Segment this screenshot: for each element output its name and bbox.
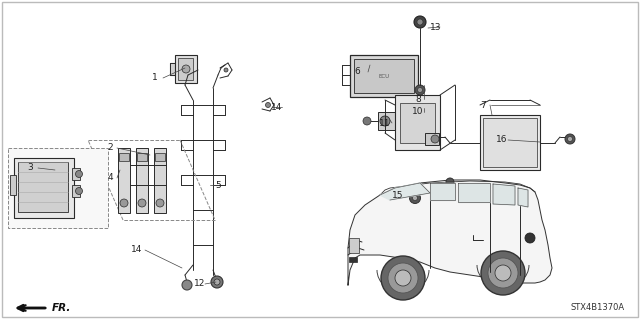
- Circle shape: [495, 265, 511, 281]
- Circle shape: [446, 178, 454, 186]
- Circle shape: [224, 68, 228, 72]
- Bar: [350, 55, 418, 97]
- Text: 4: 4: [107, 174, 113, 182]
- Bar: [154, 148, 166, 213]
- Bar: [178, 58, 193, 80]
- Bar: [395, 95, 440, 150]
- Circle shape: [211, 276, 223, 288]
- Bar: [425, 133, 439, 145]
- Text: 1: 1: [152, 73, 158, 83]
- Circle shape: [413, 196, 417, 201]
- Circle shape: [76, 170, 83, 177]
- Text: 14: 14: [271, 102, 283, 112]
- Bar: [118, 148, 130, 213]
- Bar: [175, 55, 197, 83]
- FancyArrowPatch shape: [20, 305, 45, 311]
- Bar: [349, 238, 359, 253]
- Circle shape: [525, 233, 535, 243]
- Bar: [137, 153, 147, 161]
- Bar: [72, 185, 80, 197]
- Circle shape: [417, 19, 423, 25]
- Circle shape: [388, 263, 418, 293]
- Text: STX4B1370A: STX4B1370A: [571, 303, 625, 312]
- Polygon shape: [380, 183, 430, 200]
- Bar: [354, 59, 414, 93]
- Bar: [10, 175, 16, 195]
- Bar: [480, 115, 540, 170]
- Bar: [8, 148, 108, 228]
- Polygon shape: [493, 184, 515, 205]
- Bar: [119, 153, 129, 161]
- Text: 13: 13: [430, 23, 442, 32]
- Polygon shape: [170, 63, 175, 75]
- Circle shape: [214, 279, 220, 285]
- Circle shape: [182, 65, 190, 73]
- Bar: [378, 112, 406, 130]
- Text: 6: 6: [354, 68, 360, 77]
- Text: 8: 8: [415, 94, 421, 103]
- Circle shape: [417, 87, 422, 93]
- Text: 16: 16: [496, 136, 508, 145]
- Circle shape: [431, 135, 439, 143]
- Circle shape: [416, 101, 424, 109]
- Bar: [155, 153, 165, 161]
- Text: 7: 7: [480, 100, 486, 109]
- Bar: [483, 118, 537, 167]
- Bar: [136, 148, 148, 213]
- Circle shape: [381, 256, 425, 300]
- Circle shape: [395, 270, 411, 286]
- Text: 14: 14: [131, 246, 143, 255]
- Text: 5: 5: [215, 181, 221, 189]
- Bar: [18, 162, 68, 212]
- Polygon shape: [430, 183, 455, 200]
- Circle shape: [414, 16, 426, 28]
- Polygon shape: [348, 180, 552, 285]
- Circle shape: [380, 116, 390, 126]
- Circle shape: [481, 251, 525, 295]
- Circle shape: [363, 117, 371, 125]
- Text: 11: 11: [380, 118, 391, 128]
- Text: 12: 12: [195, 279, 205, 288]
- Circle shape: [156, 199, 164, 207]
- Polygon shape: [518, 188, 528, 207]
- Text: 10: 10: [412, 108, 424, 116]
- Bar: [349, 257, 357, 262]
- Bar: [14, 158, 74, 218]
- Circle shape: [410, 192, 420, 204]
- Circle shape: [76, 188, 83, 195]
- Circle shape: [565, 134, 575, 144]
- Text: 15: 15: [392, 191, 404, 201]
- Circle shape: [266, 102, 271, 108]
- Bar: [400, 103, 435, 143]
- Circle shape: [568, 137, 573, 142]
- Text: FR.: FR.: [52, 303, 72, 313]
- Bar: [72, 168, 80, 180]
- Polygon shape: [458, 183, 490, 202]
- Circle shape: [415, 85, 425, 95]
- Circle shape: [182, 280, 192, 290]
- Circle shape: [488, 258, 518, 288]
- Circle shape: [120, 199, 128, 207]
- Text: 3: 3: [27, 164, 33, 173]
- Text: ECU: ECU: [378, 73, 390, 78]
- Circle shape: [138, 199, 146, 207]
- Text: 2: 2: [107, 144, 113, 152]
